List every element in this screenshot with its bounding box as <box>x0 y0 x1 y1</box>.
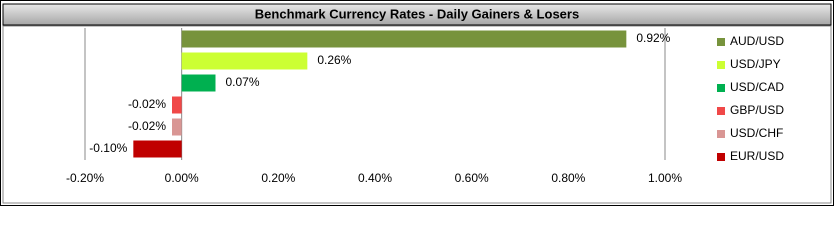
bar <box>172 118 182 136</box>
bar <box>172 96 182 114</box>
bar <box>181 74 216 92</box>
legend-label: AUD/USD <box>730 34 784 48</box>
legend-label: EUR/USD <box>730 149 784 163</box>
chart-title: Benchmark Currency Rates - Daily Gainers… <box>255 6 579 21</box>
value-label: -0.02% <box>128 97 166 111</box>
legend-swatch <box>717 38 725 46</box>
title-bar <box>2 3 832 26</box>
bar <box>181 30 627 48</box>
x-tick-label: 0.20% <box>261 171 295 185</box>
legend-swatch <box>717 84 725 92</box>
page: {"chart_data": {"type": "bar", "orientat… <box>0 0 834 206</box>
value-label: -0.02% <box>128 119 166 133</box>
legend-label: USD/CAD <box>730 80 784 94</box>
x-tick-label: 0.00% <box>165 171 199 185</box>
legend-swatch <box>717 153 725 161</box>
x-tick-label: 0.60% <box>455 171 489 185</box>
x-tick-label: 0.80% <box>551 171 585 185</box>
plot-frame <box>2 25 832 204</box>
value-label: 0.07% <box>226 75 260 89</box>
chart: Benchmark Currency Rates - Daily Gainers… <box>0 0 834 206</box>
value-label: 0.92% <box>636 31 670 45</box>
legend-swatch <box>717 61 725 69</box>
legend-label: GBP/USD <box>730 103 784 117</box>
legend-label: USD/JPY <box>730 57 781 71</box>
bar <box>133 140 182 158</box>
legend-swatch <box>717 107 725 115</box>
legend-swatch <box>717 130 725 138</box>
bar <box>181 52 308 70</box>
value-label: -0.10% <box>89 141 127 155</box>
x-tick-label: -0.20% <box>66 171 104 185</box>
legend-label: USD/CHF <box>730 126 783 140</box>
x-tick-label: 1.00% <box>648 171 682 185</box>
value-label: 0.26% <box>317 53 351 67</box>
x-tick-label: 0.40% <box>358 171 392 185</box>
